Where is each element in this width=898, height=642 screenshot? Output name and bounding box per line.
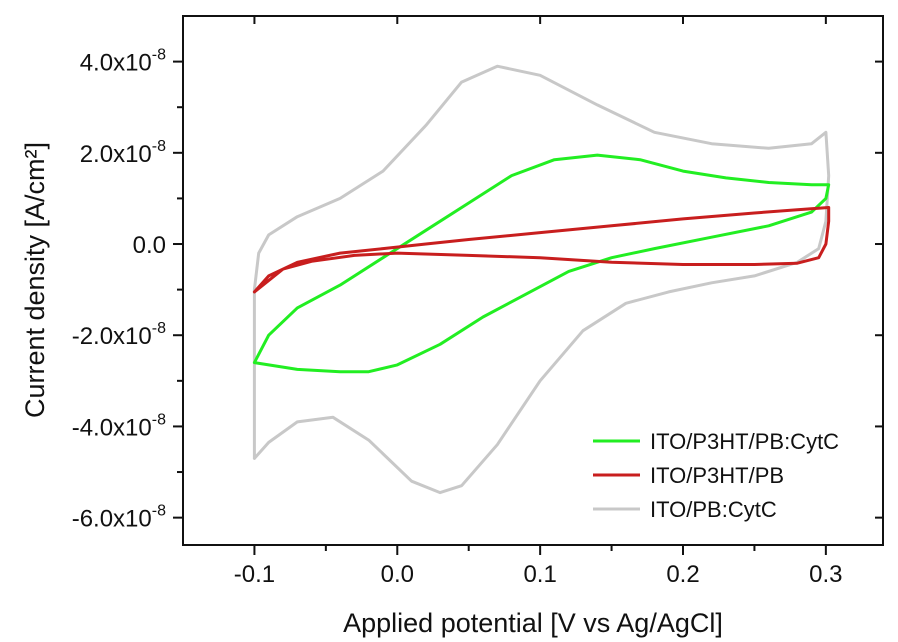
- legend-label: ITO/P3HT/PB: [650, 463, 784, 488]
- legend: ITO/P3HT/PB:CytC ITO/P3HT/PB ITO/PB:CytC: [593, 429, 839, 522]
- series-line-1: [252, 153, 831, 374]
- series-line-0: [252, 64, 831, 495]
- legend-label: ITO/PB:CytC: [650, 497, 777, 522]
- y-tick-label: 2.0x10-8: [80, 138, 166, 168]
- y-tick-label: -4.0x10-8: [72, 411, 166, 441]
- x-tick-label: 0.1: [523, 561, 556, 588]
- legend-label: ITO/P3HT/PB:CytC: [650, 429, 839, 454]
- y-tick-label: -6.0x10-8: [72, 503, 166, 533]
- x-axis: -0.1 0.0 0.1 0.2 0.3: [234, 16, 843, 588]
- plot-frame: [182, 15, 884, 546]
- x-tick-label: 0.2: [666, 561, 699, 588]
- x-tick-label: 0.0: [381, 561, 414, 588]
- y-axis: 4.0x10-8 2.0x10-8 0.0 -2.0x10-8 -4.0x10-8 -6.…: [72, 47, 883, 533]
- x-tick-label: 0.3: [809, 561, 842, 588]
- y-tick-label: 4.0x10-8: [80, 47, 166, 77]
- x-tick-label: -0.1: [234, 561, 275, 588]
- series-line-2: [252, 206, 831, 294]
- y-tick-label: -2.0x10-8: [72, 320, 166, 350]
- y-axis-title: Current density [A/cm²]: [20, 142, 50, 418]
- x-axis-title: Applied potential [V vs Ag/AgCl]: [343, 608, 723, 638]
- series-layer: [252, 64, 831, 495]
- y-tick-label: 0.0: [133, 232, 166, 259]
